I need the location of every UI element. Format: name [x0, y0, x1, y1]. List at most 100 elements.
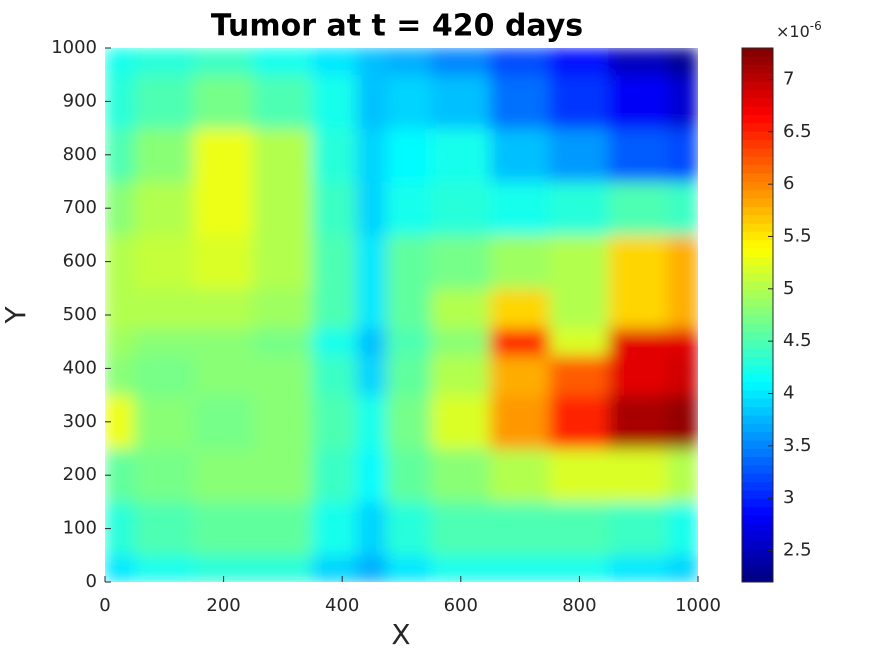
y-tick-label: 200: [63, 464, 97, 485]
colorbar-swatch: [742, 89, 773, 99]
colorbar-swatch: [742, 114, 773, 124]
heat-cell: [608, 501, 669, 556]
heat-cell: [252, 48, 314, 76]
heat-cell: [134, 327, 195, 356]
heat-cell: [549, 234, 610, 289]
colorbar-tick-label: 5.5: [783, 225, 812, 246]
heat-cell: [430, 48, 491, 76]
heat-cell: [430, 234, 491, 289]
colorbar-swatch: [742, 214, 773, 224]
x-tick-label: 1000: [675, 595, 721, 616]
heat-cell: [489, 448, 551, 503]
colorbar-swatch: [742, 498, 773, 508]
colorbar-swatch: [742, 331, 773, 341]
colorbar-swatch: [742, 122, 773, 132]
heat-cell: [608, 48, 669, 76]
heat-cell: [252, 287, 314, 329]
heat-cell: [608, 74, 669, 129]
heat-cell: [430, 127, 491, 182]
heat-cell: [386, 181, 432, 236]
heat-cell: [252, 354, 314, 396]
heat-cell: [105, 554, 136, 582]
heat-cell: [312, 501, 358, 556]
heat-cell: [386, 394, 432, 449]
heat-cell: [608, 327, 669, 356]
colorbar-swatch: [742, 573, 773, 583]
chart-title: Tumor at t = 420 days: [211, 9, 583, 44]
heat-cell: [134, 554, 195, 582]
heat-cell: [193, 181, 254, 236]
heat-cell: [356, 394, 388, 449]
colorbar-swatch: [742, 548, 773, 558]
heat-cell: [312, 354, 358, 396]
heat-cell: [667, 181, 698, 236]
x-tick-label: 0: [99, 595, 110, 616]
heat-cell: [549, 181, 610, 236]
heat-cell: [386, 354, 432, 396]
heat-cell: [430, 448, 491, 503]
colorbar-tick-label: 4: [783, 383, 794, 404]
x-tick-label: 200: [206, 595, 240, 616]
heat-cell: [489, 234, 551, 289]
heat-cell: [193, 48, 254, 76]
heat-cell: [549, 354, 610, 396]
heat-cell: [252, 448, 314, 503]
colorbar-swatch: [742, 131, 773, 141]
heat-cell: [312, 181, 358, 236]
heat-cell: [252, 501, 314, 556]
colorbar-swatch: [742, 423, 773, 433]
heat-cell: [312, 327, 358, 356]
colorbar-swatch: [742, 506, 773, 516]
colorbar-swatch: [742, 439, 773, 449]
colorbar-swatch: [742, 489, 773, 499]
heat-cell: [105, 287, 136, 329]
heat-cell: [252, 74, 314, 129]
heat-cell: [667, 234, 698, 289]
heat-cell: [430, 74, 491, 129]
heat-cell: [549, 48, 610, 76]
heat-cell: [252, 394, 314, 449]
heat-cell: [386, 501, 432, 556]
colorbar-frame: [741, 47, 774, 583]
colorbar-swatch: [742, 72, 773, 82]
heat-cell: [134, 287, 195, 329]
y-tick-label: 900: [63, 90, 97, 111]
heat-cell: [386, 127, 432, 182]
colorbar-swatch: [742, 565, 773, 574]
heat-cell: [489, 394, 551, 449]
colorbar-tick-label: 5: [783, 278, 794, 299]
heat-cell: [489, 127, 551, 182]
x-tick-label: 600: [444, 595, 478, 616]
heatmap: [105, 48, 698, 582]
y-tick-label: 1000: [51, 37, 97, 58]
y-tick-label: 400: [63, 357, 97, 378]
colorbar-tick-label: 2.5: [783, 540, 812, 561]
colorbar-swatch: [742, 139, 773, 149]
heat-cell: [430, 354, 491, 396]
colorbar-swatch: [742, 147, 773, 157]
colorbar-swatch: [742, 431, 773, 441]
heat-cell: [608, 234, 669, 289]
colorbar-swatch: [742, 514, 773, 524]
heat-cell: [608, 287, 669, 329]
colorbar-multiplier-base: ×10: [776, 22, 810, 41]
heat-cell: [312, 48, 358, 76]
heat-cell: [489, 48, 551, 76]
colorbar-swatch: [742, 414, 773, 424]
x-tick-label: 800: [562, 595, 596, 616]
colorbar-tick-label: 6.5: [783, 121, 812, 142]
colorbar-tick-label: 3.5: [783, 435, 812, 456]
y-tick-label: 500: [63, 304, 97, 325]
heat-cell: [356, 287, 388, 329]
heat-cell: [356, 234, 388, 289]
colorbar-swatch: [742, 339, 773, 349]
heat-cell: [549, 394, 610, 449]
heat-cell: [312, 234, 358, 289]
heat-cell: [667, 394, 698, 449]
y-tick-label: 700: [63, 197, 97, 218]
y-axis-label: Y: [0, 306, 32, 325]
heat-cell: [667, 448, 698, 503]
heat-cell: [312, 287, 358, 329]
colorbar-swatch: [742, 81, 773, 91]
heat-cell: [549, 448, 610, 503]
